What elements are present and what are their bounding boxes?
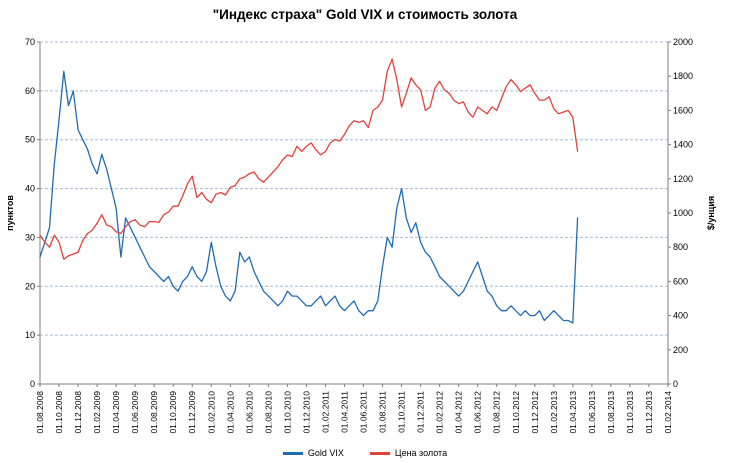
chart-title: "Индекс страха" Gold VIX и стоимость зол… <box>212 7 518 22</box>
svg-text:10: 10 <box>25 330 35 340</box>
svg-text:400: 400 <box>673 311 688 321</box>
svg-text:01.02.2010: 01.02.2010 <box>206 391 216 434</box>
svg-text:01.12.2012: 01.12.2012 <box>530 391 540 434</box>
svg-text:01.08.2008: 01.08.2008 <box>35 391 45 434</box>
svg-text:01.04.2013: 01.04.2013 <box>568 391 578 434</box>
svg-text:2000: 2000 <box>673 37 693 47</box>
svg-text:01.12.2013: 01.12.2013 <box>644 391 654 434</box>
svg-text:01.04.2012: 01.04.2012 <box>454 391 464 434</box>
svg-text:01.10.2012: 01.10.2012 <box>511 391 521 434</box>
svg-text:1800: 1800 <box>673 71 693 81</box>
svg-text:800: 800 <box>673 242 688 252</box>
svg-text:0: 0 <box>673 379 678 389</box>
svg-text:600: 600 <box>673 276 688 286</box>
svg-text:01.08.2009: 01.08.2009 <box>149 391 159 434</box>
svg-text:40: 40 <box>25 184 35 194</box>
svg-text:01.08.2012: 01.08.2012 <box>492 391 502 434</box>
svg-text:1400: 1400 <box>673 140 693 150</box>
svg-text:0: 0 <box>30 379 35 389</box>
svg-text:01.12.2011: 01.12.2011 <box>416 391 426 433</box>
svg-text:01.06.2011: 01.06.2011 <box>359 391 369 433</box>
svg-text:01.10.2011: 01.10.2011 <box>397 391 407 433</box>
legend-label-gold-vix: Gold VIX <box>307 448 344 458</box>
x-axis-labels: 01.08.2008 01.10.2008 01.12.2008 01.02.2009… <box>35 384 673 434</box>
series-line-1 <box>39 58 579 260</box>
svg-text:01.12.2009: 01.12.2009 <box>187 391 197 434</box>
svg-text:50: 50 <box>25 135 35 145</box>
svg-text:01.06.2009: 01.06.2009 <box>130 391 140 434</box>
left-axis-title: пунктов <box>5 195 15 231</box>
svg-text:01.04.2010: 01.04.2010 <box>225 391 235 434</box>
gold-price-line-swatch <box>369 451 390 455</box>
svg-text:01.08.2013: 01.08.2013 <box>606 391 616 434</box>
svg-text:01.12.2008: 01.12.2008 <box>73 391 83 434</box>
svg-text:01.06.2012: 01.06.2012 <box>473 391 483 434</box>
svg-text:01.08.2010: 01.08.2010 <box>263 391 273 434</box>
svg-text:60: 60 <box>25 86 35 96</box>
svg-text:01.06.2010: 01.06.2010 <box>244 391 254 434</box>
svg-text:200: 200 <box>673 345 688 355</box>
svg-text:01.02.2009: 01.02.2009 <box>92 391 102 434</box>
series-line-0 <box>39 70 579 324</box>
svg-text:01.10.2008: 01.10.2008 <box>54 391 64 434</box>
svg-text:01.02.2011: 01.02.2011 <box>320 391 330 433</box>
svg-text:1600: 1600 <box>673 105 693 115</box>
svg-text:01.04.2011: 01.04.2011 <box>339 391 349 433</box>
axis-lines <box>39 42 669 385</box>
svg-text:01.04.2009: 01.04.2009 <box>111 391 121 434</box>
svg-text:30: 30 <box>25 232 35 242</box>
svg-text:01.02.2013: 01.02.2013 <box>549 391 559 434</box>
svg-text:01.10.2009: 01.10.2009 <box>168 391 178 434</box>
right-axis-labels: 0 200 400 600 800 1000 1200 1400 1600 1800 2000 <box>668 37 693 389</box>
svg-text:01.10.2010: 01.10.2010 <box>282 391 292 434</box>
svg-text:01.06.2013: 01.06.2013 <box>587 391 597 434</box>
legend-item-gold-price: Цена золота <box>369 448 448 458</box>
svg-text:01.02.2014: 01.02.2014 <box>663 391 673 434</box>
left-axis-labels: 0 10 20 30 40 50 60 70 <box>25 37 40 389</box>
svg-text:20: 20 <box>25 281 35 291</box>
svg-text:1200: 1200 <box>673 174 693 184</box>
svg-text:01.08.2011: 01.08.2011 <box>378 391 388 433</box>
legend-item-gold-vix: Gold VIX <box>282 448 344 458</box>
right-axis-title: $/унция <box>706 196 716 230</box>
svg-text:01.10.2013: 01.10.2013 <box>625 391 635 434</box>
svg-text:1000: 1000 <box>673 208 693 218</box>
gold-vix-line-swatch <box>282 451 303 455</box>
svg-text:01.02.2012: 01.02.2012 <box>435 391 445 434</box>
legend: Gold VIX Цена золота <box>0 446 730 460</box>
svg-text:70: 70 <box>25 37 35 47</box>
legend-label-gold-price: Цена золота <box>394 448 448 458</box>
svg-text:01.12.2010: 01.12.2010 <box>301 391 311 434</box>
